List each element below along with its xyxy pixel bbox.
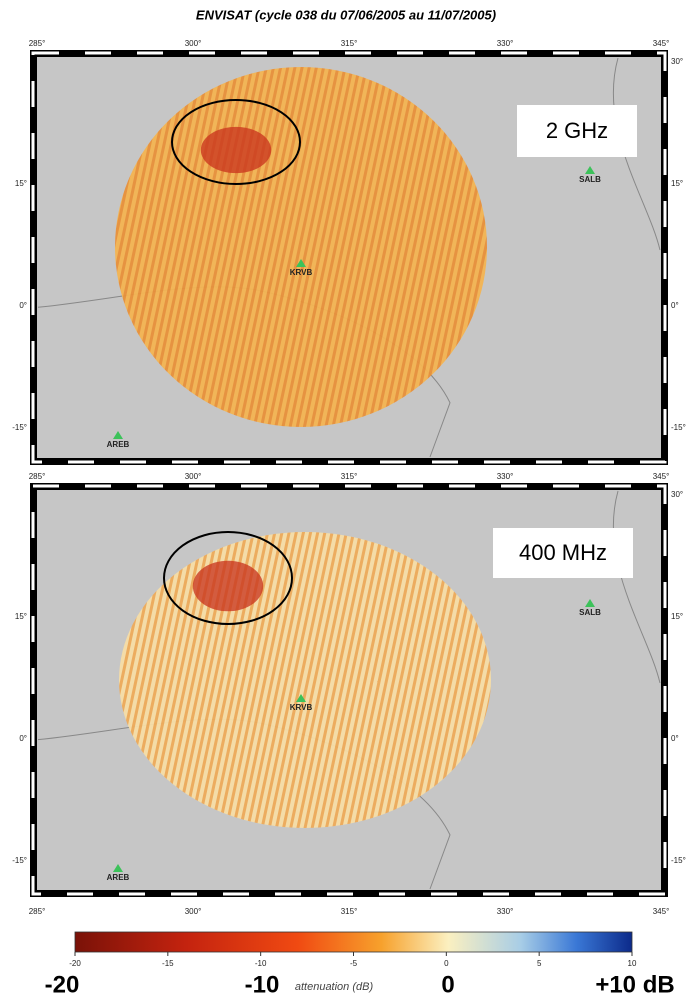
lon-tick-label: 300° bbox=[185, 472, 202, 481]
lat-tick-label: 15° bbox=[671, 179, 683, 188]
map-panel: 400 MHz 285° 285° 300° 300° 315° 315° 330° 330° 3… bbox=[12, 472, 686, 916]
lat-tick-label: 0° bbox=[671, 734, 679, 743]
band-label: 400 MHz bbox=[519, 540, 607, 565]
maps: 2 GHz285°300°315°330°345°30°15°15°0°0°-1… bbox=[12, 39, 686, 916]
colorbar-tick-label: -5 bbox=[350, 959, 358, 968]
colorbar-big-label: -20 bbox=[45, 971, 80, 998]
lon-tick-label: 285° bbox=[29, 39, 46, 48]
strong-attenuation-zone bbox=[193, 561, 263, 612]
lat-tick-label: -15° bbox=[671, 423, 686, 432]
lat-tick-label: 30° bbox=[671, 57, 683, 66]
station-label: AREB bbox=[107, 873, 130, 882]
title: ENVISAT (cycle 038 du 07/06/2005 au 11/0… bbox=[196, 7, 496, 22]
lat-tick-label: 0° bbox=[671, 301, 679, 310]
colorbar-axis-label: attenuation (dB) bbox=[295, 981, 374, 993]
strong-attenuation-zone bbox=[201, 127, 271, 173]
colorbar-tick-label: 0 bbox=[444, 959, 449, 968]
lon-tick-label: 345° bbox=[653, 39, 670, 48]
lon-tick-label: 330° bbox=[497, 39, 514, 48]
lon-tick-label: 315° bbox=[341, 39, 358, 48]
satellite-tracks bbox=[115, 67, 487, 427]
colorbar-tick-label: 5 bbox=[537, 959, 542, 968]
lat-tick-label: 15° bbox=[15, 612, 27, 621]
colorbar-tick-label: -15 bbox=[162, 959, 174, 968]
lat-tick-label: -15° bbox=[12, 423, 27, 432]
station-label: KRVB bbox=[290, 703, 313, 712]
lon-tick-label: 345° bbox=[653, 907, 670, 916]
station-label: SALB bbox=[579, 175, 601, 184]
lat-tick-label: 0° bbox=[19, 734, 27, 743]
colorbar-tick-label: -20 bbox=[69, 959, 81, 968]
lon-tick-label: 315° bbox=[341, 907, 358, 916]
colorbar-big-label: 0 bbox=[441, 971, 454, 998]
lat-tick-label: 15° bbox=[15, 179, 27, 188]
colorbar-big-label: -10 bbox=[245, 971, 280, 998]
lat-tick-label: 30° bbox=[671, 490, 683, 499]
lon-tick-label: 285° bbox=[29, 472, 46, 481]
lat-tick-label: -15° bbox=[671, 856, 686, 865]
lon-tick-label: 300° bbox=[185, 907, 202, 916]
colorbar-gradient bbox=[75, 932, 632, 952]
lon-tick-label: 330° bbox=[497, 907, 514, 916]
lon-tick-label: 285° bbox=[29, 907, 46, 916]
lon-tick-label: 330° bbox=[497, 472, 514, 481]
figure: ENVISAT (cycle 038 du 07/06/2005 au 11/0… bbox=[0, 0, 693, 1004]
station-label: SALB bbox=[579, 608, 601, 617]
colorbar-tick-label: 10 bbox=[628, 959, 637, 968]
station-label: AREB bbox=[107, 440, 130, 449]
band-label: 2 GHz bbox=[546, 118, 608, 143]
lon-tick-label: 315° bbox=[341, 472, 358, 481]
lon-tick-label: 300° bbox=[185, 39, 202, 48]
colorbar-big-label: +10 dB bbox=[595, 971, 674, 998]
station-label: KRVB bbox=[290, 268, 313, 277]
satellite-tracks bbox=[119, 532, 491, 828]
colorbar: -20 -15 -10 -5 0 5 10 attenuation (dB) -20 -10 0 +1… bbox=[45, 932, 675, 998]
map-panel: 2 GHz 285° 300° 315° 330° 345°30° 15° 15° 0° 0° -1… bbox=[12, 39, 686, 465]
lon-tick-label: 345° bbox=[653, 472, 670, 481]
colorbar-tick-label: -10 bbox=[255, 959, 267, 968]
lat-tick-label: -15° bbox=[12, 856, 27, 865]
lat-tick-label: 0° bbox=[19, 301, 27, 310]
lat-tick-label: 15° bbox=[671, 612, 683, 621]
